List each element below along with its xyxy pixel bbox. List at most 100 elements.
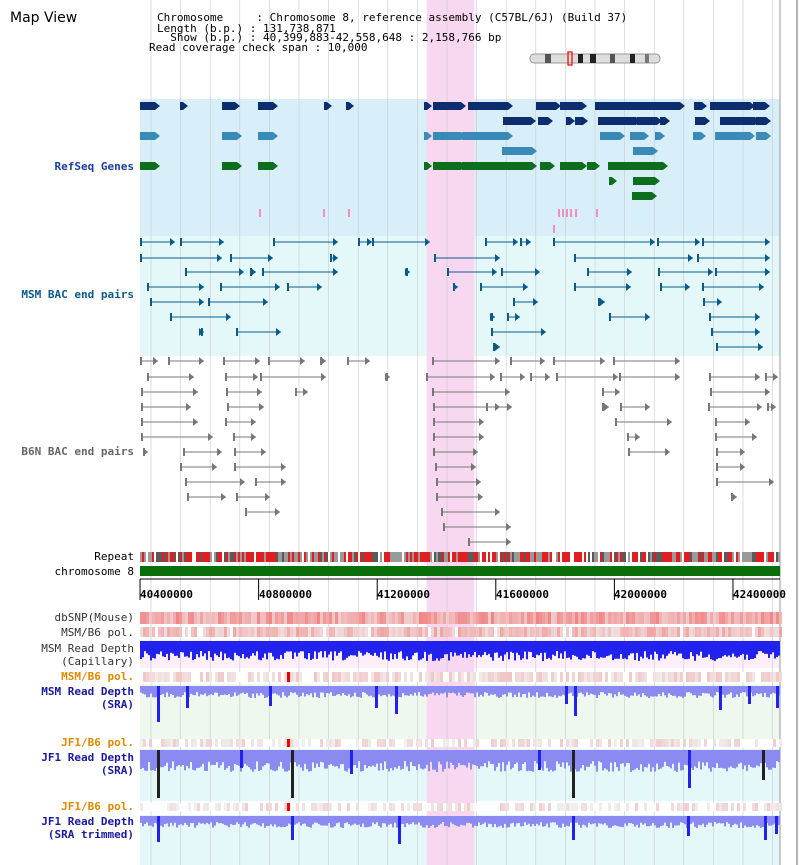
heat-cell xyxy=(641,612,644,624)
depth-bar xyxy=(232,686,234,697)
depth-bar xyxy=(622,816,624,828)
depth-bar xyxy=(706,750,708,763)
repeat-block xyxy=(532,552,534,562)
depth-bar xyxy=(402,750,404,769)
repeat-block xyxy=(270,552,272,562)
track-label-refseq[interactable]: RefSeq Genes xyxy=(54,160,134,173)
repeat-block xyxy=(332,552,334,562)
gene-arrow xyxy=(570,117,575,125)
repeat-block xyxy=(280,552,282,562)
depth-bar xyxy=(548,686,550,697)
depth-bar xyxy=(568,816,570,827)
depth-bar xyxy=(726,816,728,823)
heat-cell xyxy=(560,612,563,624)
depth-bar xyxy=(732,641,734,654)
depth-bar xyxy=(642,750,644,772)
heat-cell xyxy=(383,803,386,811)
heat-cell xyxy=(689,739,692,747)
depth-bar xyxy=(592,641,594,652)
heat-cell xyxy=(755,739,758,747)
bac-end-arrow xyxy=(665,448,670,456)
heat-cell xyxy=(551,672,554,682)
depth-bar xyxy=(392,816,394,828)
depth-bar xyxy=(532,641,534,658)
depth-bar xyxy=(770,641,772,655)
depth-bar xyxy=(370,641,372,655)
heat-cell xyxy=(455,627,458,637)
depth-bar xyxy=(718,641,720,659)
depth-bar xyxy=(408,686,410,696)
repeat-block xyxy=(294,552,296,562)
heat-cell xyxy=(290,627,293,637)
depth-spike xyxy=(240,750,243,768)
heat-cell xyxy=(707,803,710,811)
heat-cell xyxy=(695,627,698,637)
heat-cell xyxy=(770,672,773,682)
repeat-block xyxy=(732,552,734,562)
heat-cell xyxy=(437,803,440,811)
heat-cell xyxy=(746,612,749,624)
bac-end xyxy=(613,357,615,365)
repeat-block xyxy=(648,552,650,562)
heat-cell xyxy=(344,739,347,747)
repeat-block xyxy=(190,552,192,562)
bac-end-arrow xyxy=(170,238,175,246)
heat-cell xyxy=(755,672,758,682)
heat-cell xyxy=(488,627,491,637)
heat-cell xyxy=(320,612,323,624)
heat-cell xyxy=(542,612,545,624)
heat-cell xyxy=(593,612,596,624)
heat-cell xyxy=(530,612,533,624)
heat-cell xyxy=(458,627,461,637)
depth-bar xyxy=(524,686,526,694)
bac-end xyxy=(150,298,152,306)
depth-bar xyxy=(404,686,406,696)
depth-bar xyxy=(312,750,314,763)
heat-cell xyxy=(293,803,296,811)
heat-cell xyxy=(770,803,773,811)
heat-cell xyxy=(290,739,293,747)
depth-bar xyxy=(166,750,168,763)
depth-bar xyxy=(148,816,150,826)
heat-cell xyxy=(359,672,362,682)
heat-cell xyxy=(413,803,416,811)
depth-bar xyxy=(358,816,360,825)
heat-cell xyxy=(554,803,557,811)
heat-cell xyxy=(716,627,719,637)
heat-cell xyxy=(140,672,143,682)
heat-cell xyxy=(599,627,602,637)
depth-bar xyxy=(238,816,240,825)
heat-cell xyxy=(404,739,407,747)
depth-bar xyxy=(698,750,700,762)
bac-end xyxy=(501,268,503,276)
bac-end-arrow xyxy=(495,343,500,351)
depth-bar xyxy=(332,816,334,828)
depth-bar xyxy=(742,816,744,828)
track-label-b6n-bac[interactable]: B6N BAC end pairs xyxy=(21,445,134,458)
heat-cell xyxy=(539,803,542,811)
heat-cell xyxy=(422,627,425,637)
heat-cell xyxy=(569,612,572,624)
repeat-block xyxy=(486,552,488,562)
heat-cell xyxy=(497,672,500,682)
bac-end xyxy=(574,283,576,291)
heat-cell xyxy=(749,803,752,811)
depth-bar xyxy=(198,816,200,823)
repeat-block xyxy=(408,552,410,562)
heat-cell xyxy=(230,739,233,747)
depth-bar xyxy=(706,686,708,694)
heat-cell xyxy=(275,612,278,624)
heat-cell xyxy=(176,612,179,624)
depth-bar xyxy=(518,816,520,824)
heat-cell xyxy=(647,739,650,747)
track-label-msm-bac[interactable]: MSM BAC end pairs xyxy=(21,288,134,301)
depth-bar xyxy=(408,750,410,772)
depth-bar xyxy=(224,816,226,825)
heat-cell xyxy=(710,803,713,811)
depth-bar xyxy=(702,750,704,763)
depth-bar xyxy=(318,750,320,768)
heat-cell xyxy=(722,672,725,682)
depth-bar xyxy=(658,686,660,694)
heat-cell xyxy=(572,803,575,811)
